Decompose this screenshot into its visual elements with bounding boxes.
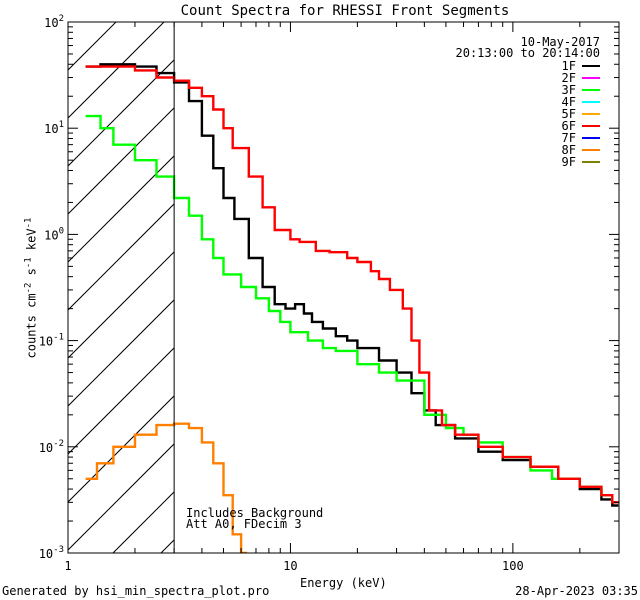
annotation-line-1: Includes Background — [186, 506, 324, 520]
legend-label: 7F — [562, 131, 576, 145]
y-label-part: keV — [24, 228, 39, 258]
y-tick-label: 102 — [44, 14, 64, 30]
hatch-line — [68, 22, 165, 119]
y-label-part: s — [24, 268, 39, 283]
y-label-exp: -2 — [23, 282, 34, 294]
chart-title: Count Spectra for RHESSI Front Segments — [180, 3, 510, 19]
x-axis-label: Energy (keV) — [300, 576, 387, 590]
x-tick-label: 1 — [64, 559, 71, 573]
legend-label: 5F — [562, 107, 576, 121]
plot-frame — [67, 21, 620, 554]
hatch-line — [68, 443, 175, 551]
y-tick-label: 10-3 — [39, 545, 64, 561]
x-tick-label: 10 — [283, 559, 297, 573]
legend-label: 8F — [562, 143, 576, 157]
footer-date-text: 28-Apr-2023 03:35 — [515, 584, 638, 598]
legend-label: 2F — [562, 71, 576, 85]
y-tick-label: 10-2 — [39, 439, 64, 455]
time-range-text: 20:13:00 to 20:14:00 — [455, 46, 601, 60]
annotation-line-2: Att A0, FDecim 3 — [186, 517, 302, 531]
hatch-line — [68, 203, 175, 311]
hatch-line — [68, 251, 175, 359]
legend-label: 4F — [562, 95, 576, 109]
date-text: 10-May-2017 — [520, 35, 600, 49]
y-axis-label: counts cm-2 s-1 keV-1 — [23, 217, 39, 359]
hatch-line — [68, 107, 175, 215]
axis-ticks: 1 10 100 10-3 10-2 10-1 100 101 102 — [39, 14, 620, 573]
legend-label: 1F — [562, 59, 576, 73]
hatch-line — [68, 59, 175, 167]
series-6F-line — [85, 65, 619, 504]
legend-label: 9F — [562, 155, 576, 169]
y-tick-label: 101 — [44, 120, 64, 136]
x-tick-label: 100 — [502, 559, 524, 573]
y-tick-label: 100 — [44, 226, 64, 242]
series-layer — [85, 63, 619, 553]
y-tick-label: 10-1 — [39, 333, 64, 349]
hatch-line — [68, 22, 117, 71]
series-1F-line — [85, 63, 619, 507]
legend-label: 6F — [562, 119, 576, 133]
footer-generated-text: Generated by hsi_min_spectra_plot.pro — [2, 584, 270, 598]
series-8F-line — [85, 422, 248, 553]
y-label-exp: -1 — [23, 217, 34, 229]
y-label-part: counts cm — [24, 293, 39, 359]
y-label-exp: -1 — [23, 257, 34, 269]
legend-label: 3F — [562, 83, 576, 97]
